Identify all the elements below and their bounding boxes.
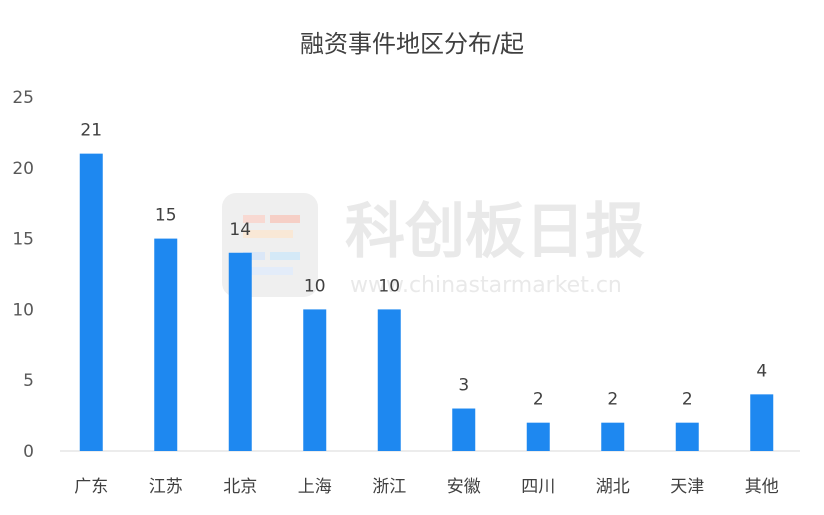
x-tick-label: 湖北 xyxy=(596,477,630,497)
y-tick-label: 10 xyxy=(12,300,34,320)
bar xyxy=(228,252,252,451)
bars xyxy=(79,153,774,451)
y-tick-label: 15 xyxy=(12,230,34,250)
x-tick-label: 北京 xyxy=(223,477,257,497)
data-label: 2 xyxy=(533,390,544,410)
data-label: 3 xyxy=(458,376,469,396)
x-tick-label: 江苏 xyxy=(149,477,183,497)
y-axis: 0 5 10 15 20 25 xyxy=(12,88,34,462)
x-axis: 广东 江苏 北京 上海 浙江 安徽 四川 湖北 天津 其他 xyxy=(74,477,779,497)
watermark-url: www.chinastarmarket.cn xyxy=(350,273,622,298)
bar xyxy=(750,394,774,451)
x-tick-label: 上海 xyxy=(298,477,332,497)
y-tick-label: 25 xyxy=(12,88,34,108)
x-tick-label: 广东 xyxy=(74,477,108,497)
x-tick-label: 浙江 xyxy=(372,477,406,497)
bar xyxy=(79,153,103,451)
bar xyxy=(303,309,327,451)
data-labels: 21 15 14 10 10 3 2 2 2 4 xyxy=(80,121,767,410)
y-tick-label: 5 xyxy=(23,371,34,391)
watermark-name: 科创板日报 xyxy=(345,197,645,267)
data-label: 2 xyxy=(682,390,693,410)
bar xyxy=(452,408,476,451)
bar xyxy=(377,309,401,451)
x-tick-label: 天津 xyxy=(670,477,704,497)
data-label: 15 xyxy=(155,206,177,226)
data-label: 14 xyxy=(229,220,251,240)
bar xyxy=(601,422,625,451)
watermark: 科创板日报 www.chinastarmarket.cn xyxy=(222,193,645,298)
data-label: 4 xyxy=(756,361,767,381)
y-tick-label: 20 xyxy=(12,159,34,179)
x-tick-label: 四川 xyxy=(521,477,555,497)
data-label: 10 xyxy=(378,276,400,296)
bar xyxy=(526,422,550,451)
chart-title: 融资事件地区分布/起 xyxy=(300,30,524,58)
data-label: 21 xyxy=(80,121,102,141)
data-label: 2 xyxy=(607,390,618,410)
x-tick-label: 安徽 xyxy=(447,477,481,497)
y-tick-label: 0 xyxy=(23,442,34,462)
bar xyxy=(154,238,178,451)
data-label: 10 xyxy=(304,276,326,296)
x-tick-label: 其他 xyxy=(745,477,779,497)
bar xyxy=(675,422,699,451)
